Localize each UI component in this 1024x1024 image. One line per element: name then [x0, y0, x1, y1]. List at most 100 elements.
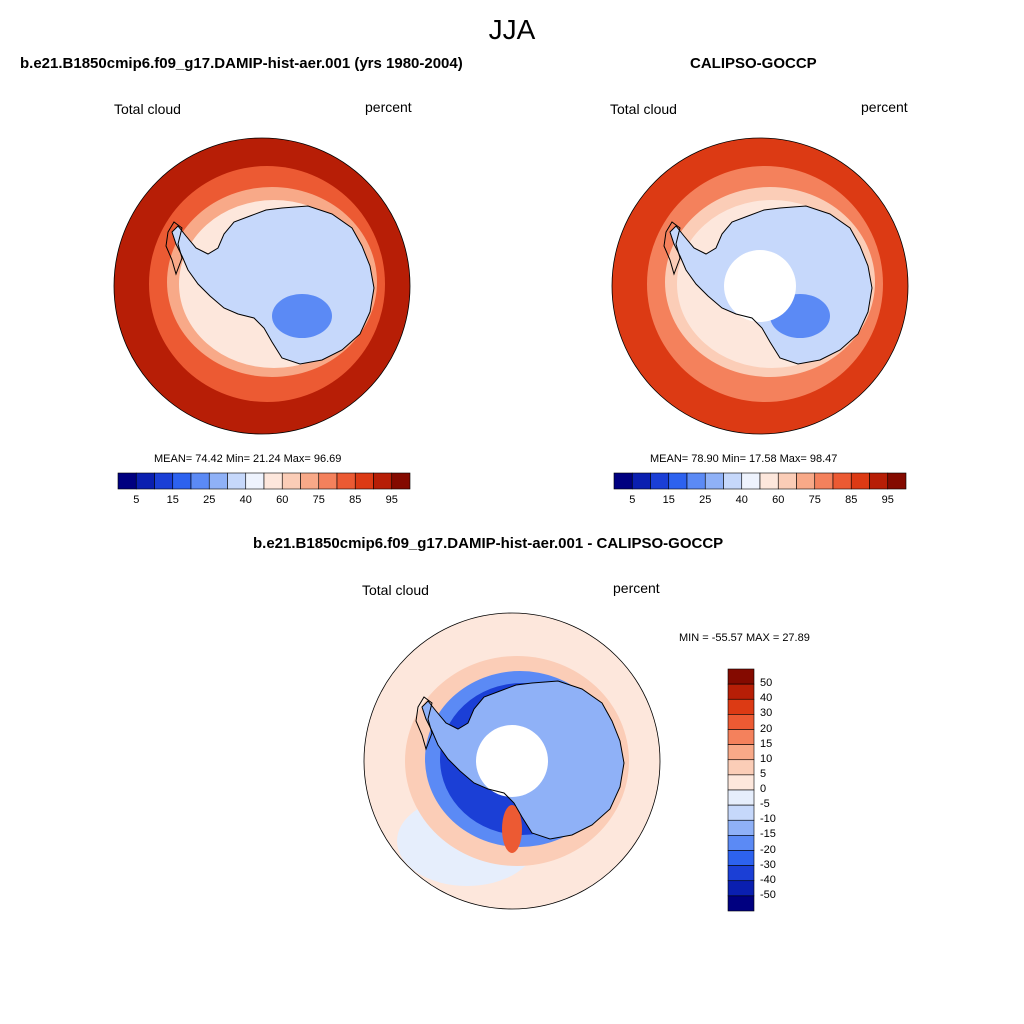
- model-polar-map: [113, 137, 411, 435]
- colorbar-swatch: [727, 714, 755, 730]
- colorbar-tick-label: 5: [629, 494, 636, 506]
- colorbar-tick-label: 20: [760, 722, 773, 735]
- colorbar-tick-label: 15: [760, 737, 773, 750]
- colorbar-swatch: [727, 895, 755, 912]
- model-units-label: percent: [365, 99, 412, 115]
- colorbar-swatch: [245, 472, 265, 490]
- colorbar-swatch: [727, 774, 755, 791]
- colorbar-swatch: [704, 472, 724, 490]
- colorbar-tick-label: 95: [385, 494, 398, 506]
- colorbar-swatch: [727, 865, 755, 882]
- coastline: [669, 205, 873, 365]
- map-boundary: [363, 612, 661, 910]
- colorbar-swatch: [796, 472, 816, 490]
- colorbar-tick-label: 10: [760, 752, 773, 765]
- model-stats: MEAN= 74.42 Min= 21.24 Max= 96.69: [154, 453, 342, 465]
- colorbar-swatch: [832, 472, 852, 490]
- difference-colorbar: [727, 668, 755, 912]
- colorbar-swatch: [723, 472, 743, 490]
- colorbar-tick-label: 60: [276, 494, 289, 506]
- colorbar-swatch: [135, 472, 155, 490]
- colorbar-swatch: [814, 472, 834, 490]
- colorbar-swatch: [869, 472, 889, 490]
- obs-colorbar: [613, 472, 907, 490]
- colorbar-swatch: [391, 472, 411, 490]
- colorbar-swatch: [354, 472, 374, 490]
- colorbar-swatch: [850, 472, 870, 490]
- colorbar-tick-label: 95: [881, 494, 894, 506]
- difference-variable-label: Total cloud: [362, 582, 429, 598]
- no-data-hole: [476, 725, 548, 797]
- no-data-hole: [724, 250, 796, 322]
- model-variable-label: Total cloud: [114, 101, 181, 117]
- difference-units-label: percent: [613, 580, 660, 596]
- difference-colorbar-ticks: 50 40 30 20 15 10 5 0 -5 -10 -15 -20 -30 -40 -50: [760, 669, 800, 911]
- difference-panel-title: b.e21.B1850cmip6.f09_g17.DAMIP-hist-aer.…: [253, 535, 724, 552]
- colorbar-swatch: [336, 472, 356, 490]
- figure-title: JJA: [488, 14, 536, 45]
- colorbar-tick-label: -20: [760, 843, 776, 856]
- colorbar-tick-label: 25: [203, 494, 216, 506]
- colorbar-tick-label: -15: [760, 828, 776, 841]
- colorbar-swatch: [727, 835, 755, 851]
- colorbar-swatch: [759, 472, 779, 490]
- colorbar-tick-label: -10: [760, 813, 776, 826]
- colorbar-tick-label: 85: [349, 494, 362, 506]
- colorbar-tick-label: 30: [760, 707, 773, 720]
- obs-units-label: percent: [861, 99, 908, 115]
- difference-stats: MIN = -55.57 MAX = 27.89: [679, 632, 810, 644]
- colorbar-swatch: [300, 472, 320, 490]
- obs-colorbar-ticks: 5 15 25 40 60 75 85 95: [614, 494, 906, 508]
- colorbar-tick-label: 40: [760, 692, 773, 705]
- colorbar-swatch: [631, 472, 651, 490]
- colorbar-tick-label: 85: [845, 494, 858, 506]
- colorbar-tick-label: 40: [239, 494, 252, 506]
- colorbar-tick-label: 50: [760, 677, 773, 690]
- colorbar-tick-label: -5: [760, 798, 770, 811]
- map-boundary: [113, 137, 411, 435]
- positive-anomaly: [502, 805, 522, 853]
- colorbar-swatch: [172, 472, 192, 490]
- colorbar-tick-label: -30: [760, 858, 776, 871]
- colorbar-swatch: [727, 698, 755, 715]
- obs-variable-label: Total cloud: [610, 101, 677, 117]
- colorbar-tick-label: 25: [699, 494, 712, 506]
- colorbar-swatch: [318, 472, 338, 490]
- colorbar-swatch: [727, 804, 755, 821]
- coastline: [421, 680, 625, 840]
- colorbar-swatch: [227, 472, 247, 490]
- peninsula-coastline: [165, 221, 183, 276]
- colorbar-tick-label: 75: [312, 494, 325, 506]
- colorbar-tick-label: 5: [760, 767, 767, 780]
- colorbar-swatch: [727, 729, 755, 745]
- colorbar-swatch: [686, 472, 706, 490]
- obs-stats: MEAN= 78.90 Min= 17.58 Max= 98.47: [650, 453, 838, 465]
- colorbar-swatch: [777, 472, 797, 490]
- colorbar-swatch: [208, 472, 228, 490]
- colorbar-tick-label: 0: [760, 783, 767, 795]
- colorbar-tick-label: -40: [760, 873, 776, 886]
- coastline: [171, 205, 375, 365]
- map-boundary: [611, 137, 909, 435]
- colorbar-swatch: [727, 819, 755, 836]
- colorbar-tick-label: 15: [662, 494, 675, 506]
- colorbar-tick-label: 15: [166, 494, 179, 506]
- colorbar-swatch: [613, 472, 633, 490]
- colorbar-tick-label: 60: [772, 494, 785, 506]
- model-colorbar-ticks: 5 15 25 40 60 75 85 95: [118, 494, 410, 508]
- colorbar-swatch: [668, 472, 688, 490]
- colorbar-swatch: [887, 472, 907, 490]
- colorbar-swatch: [727, 789, 755, 806]
- colorbar-swatch: [727, 880, 755, 897]
- low-cloud-region: [272, 294, 332, 338]
- obs-panel-title: CALIPSO-GOCCP: [690, 55, 817, 72]
- colorbar-tick-label: 75: [808, 494, 821, 506]
- peninsula-coastline: [415, 696, 433, 751]
- peninsula-coastline: [663, 221, 681, 276]
- colorbar-swatch: [727, 744, 755, 761]
- colorbar-swatch: [190, 472, 210, 490]
- colorbar-swatch: [650, 472, 670, 490]
- obs-polar-map: [611, 137, 909, 435]
- colorbar-tick-label: -50: [760, 888, 776, 901]
- colorbar-swatch: [727, 668, 755, 685]
